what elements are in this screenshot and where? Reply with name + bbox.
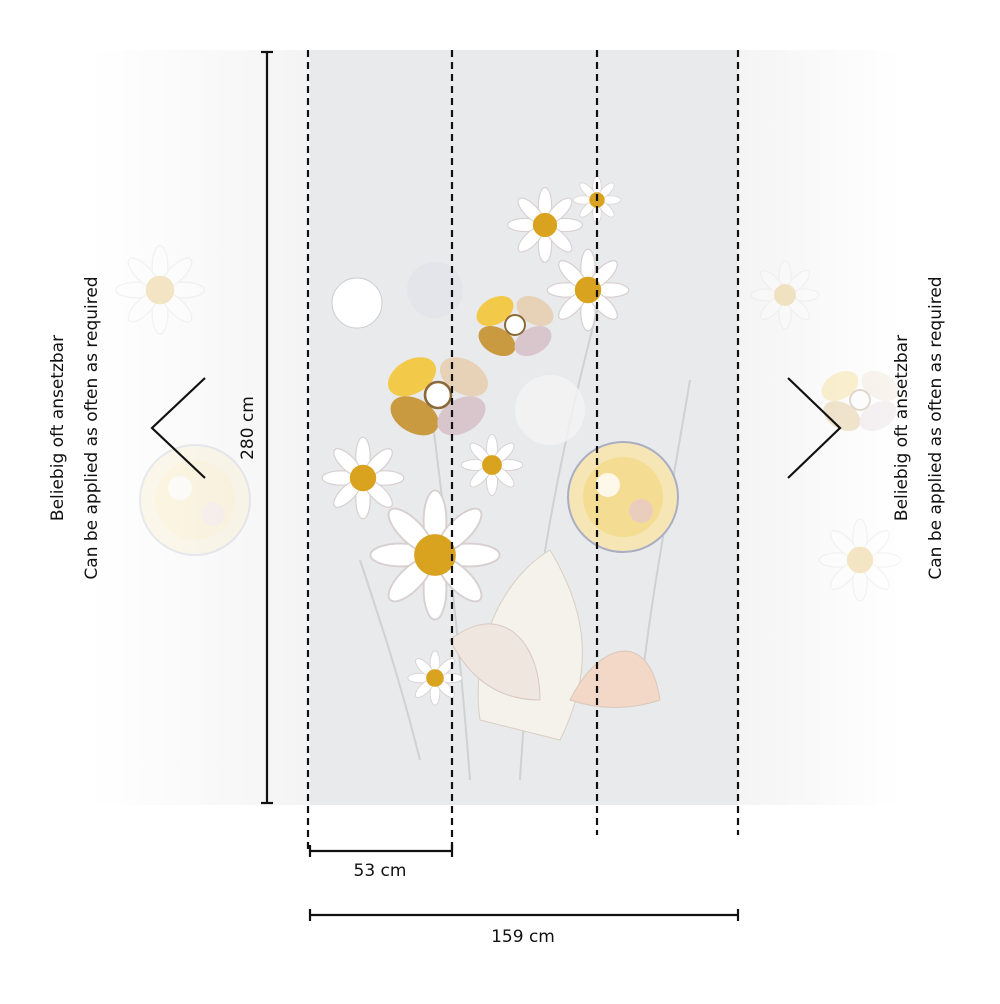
right-arrow [787,377,842,479]
left-arrow [150,377,206,479]
guide-lines [306,50,740,850]
height-label: 280 cm [238,396,258,460]
total-width-label: 159 cm [491,927,555,947]
panel-width-dimension: 53 cm [308,845,454,881]
panel-width-label: 53 cm [354,861,407,881]
left-note-en: Can be applied as often as required [82,276,102,579]
right-note-en: Can be applied as often as required [926,276,946,579]
left-note-de: Beliebig oft ansetzbar [48,335,68,521]
total-width-dimension: 159 cm [308,909,740,947]
side-panels [90,50,905,805]
right-note-de: Beliebig oft ansetzbar [892,335,912,521]
height-dimension: 280 cm [238,50,273,805]
wallpaper-panel [310,50,738,805]
